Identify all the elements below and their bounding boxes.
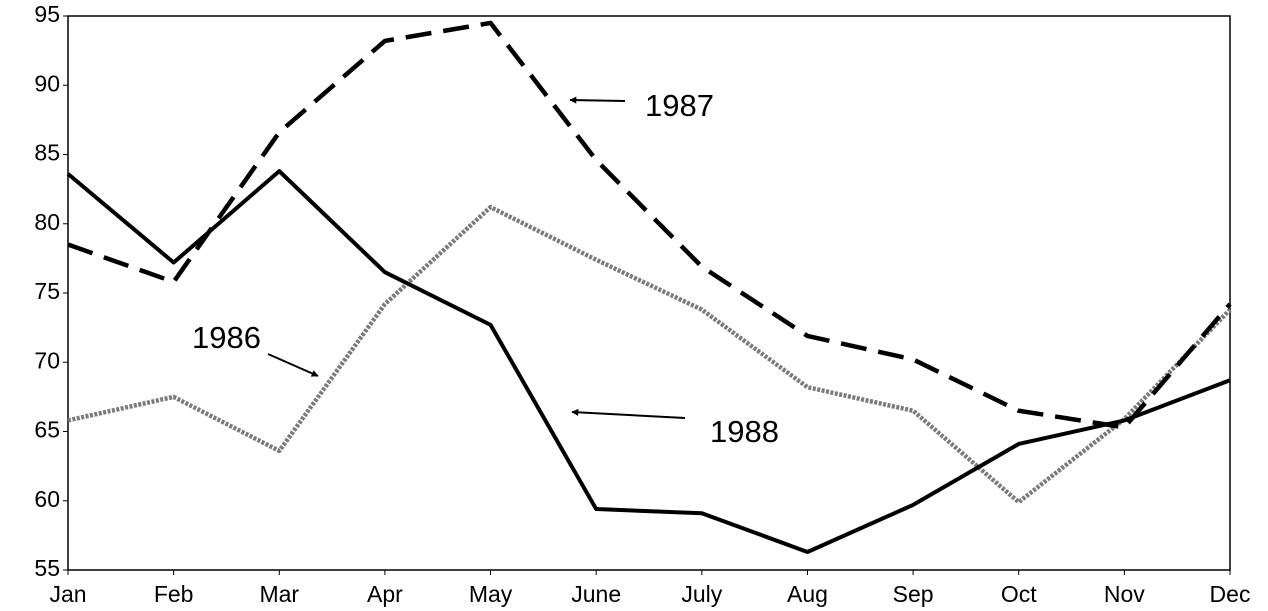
series-label: 1987 [645,88,714,123]
x-tick-label: Apr [367,581,403,607]
x-tick-label: July [681,581,722,607]
y-tick-label: 80 [34,209,60,235]
x-tick-label: Jan [49,581,86,607]
x-tick-label: Dec [1210,581,1251,607]
x-tick-label: Mar [259,581,299,607]
y-tick-label: 75 [34,278,60,304]
series-line [67,20,1232,430]
series-label: 1986 [192,320,261,355]
arrow [569,96,626,104]
series-line [66,169,1231,554]
x-tick-label: June [571,581,621,607]
arrow [267,353,319,377]
y-tick-label: 90 [34,70,60,96]
x-tick-label: Aug [787,581,828,607]
y-tick-label: 55 [34,555,60,581]
series-line [67,204,1232,505]
x-tick-label: Oct [1001,581,1037,607]
y-tick-label: 65 [34,417,60,443]
y-tick-label: 85 [34,140,60,166]
x-tick-label: Feb [154,581,194,607]
series-label: 1988 [710,414,779,449]
x-tick-label: Nov [1104,581,1145,607]
x-tick-label: Sep [893,581,934,607]
y-tick-label: 70 [34,347,60,373]
y-tick-label: 95 [34,1,60,27]
arrow [571,408,686,419]
x-tick-label: May [469,581,513,607]
y-tick-label: 60 [34,486,60,512]
